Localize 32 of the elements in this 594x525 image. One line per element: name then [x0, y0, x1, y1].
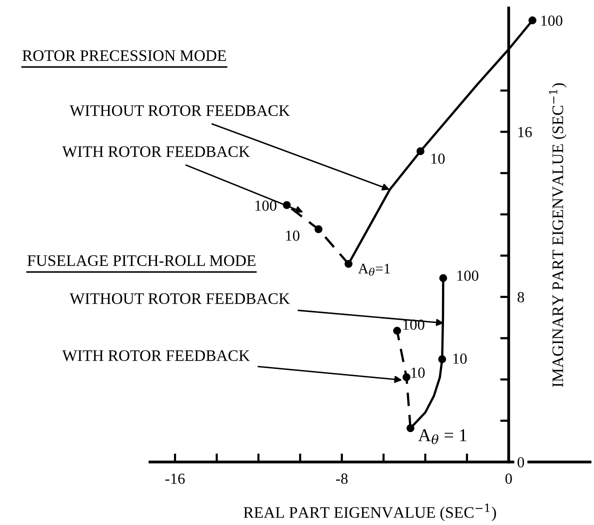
annotation: WITHOUT ROTOR FEEDBACK [70, 105, 290, 116]
x-tick-label: 0 [505, 474, 512, 484]
annotation: A$_{θ}$=1 [358, 264, 390, 276]
annotation: 10 [431, 154, 445, 164]
x-axis-title: REAL PART EIGENVALUE (SEC$^{−1}$) [244, 504, 496, 522]
point [438, 355, 446, 364]
point [416, 147, 424, 156]
annotation: WITH ROTOR FEEDBACK [62, 350, 250, 362]
annotation: 100 [457, 270, 478, 281]
point [402, 373, 410, 382]
annotation: WITH ROTOR FEEDBACK [62, 146, 250, 158]
point [528, 16, 536, 24]
annotation: 10 [453, 354, 467, 364]
point [406, 424, 414, 432]
y-tick-label: 8 [518, 292, 524, 302]
annotation: ROTOR PRECESSION MODE [22, 50, 226, 61]
x-tick-label: -8 [336, 474, 348, 484]
point [314, 225, 322, 234]
annotation: A$_{θ}$ = 1 [418, 429, 466, 444]
annotation: 100 [255, 200, 276, 211]
y-tick-label: 0 [518, 457, 524, 468]
annotation: 10 [286, 230, 300, 241]
x-tick-label: -16 [165, 474, 185, 484]
point [344, 260, 352, 268]
annotation: 10 [411, 368, 425, 378]
annotation: FUSELAGE PITCH-ROLL MODE [27, 255, 256, 266]
point [393, 326, 402, 335]
point [439, 274, 448, 282]
y-axis-title: IMAGINARY PART EIGENVALUE (SEC$^{−1}$) [548, 83, 566, 387]
annotation: WITHOUT ROTOR FEEDBACK [70, 293, 290, 304]
y-tick-label: 16 [518, 127, 532, 138]
annotation: 100 [541, 16, 562, 26]
